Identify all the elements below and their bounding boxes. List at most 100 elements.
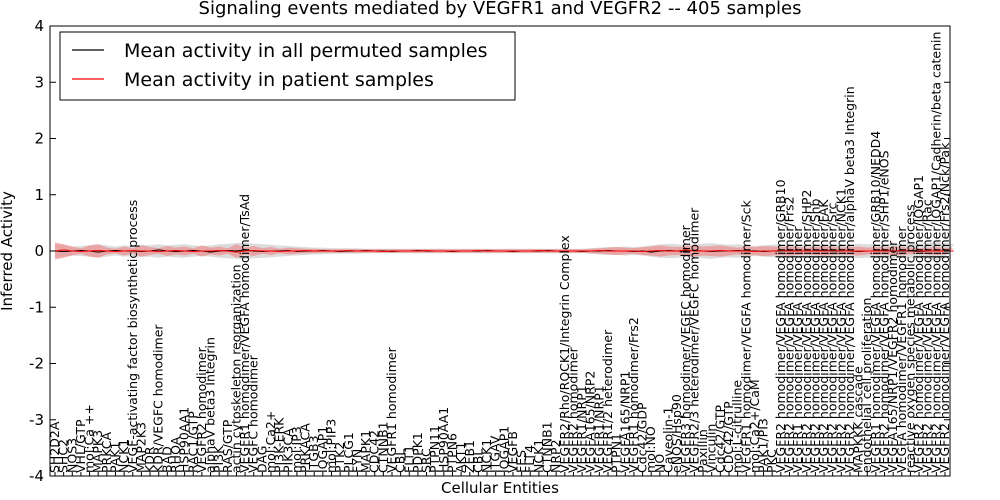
entity-label: VEGFR2/Rho/ROCK1/Integrin Complex <box>557 235 572 473</box>
entity-label: NO <box>652 454 667 473</box>
entity-label: NOS3 <box>64 438 79 473</box>
entity-label: Vinculin <box>704 424 719 473</box>
entity-label: PI3K-ERK <box>272 417 287 473</box>
entity-label: HSP90AA1 <box>436 407 451 473</box>
entity-label: VEGFR2 homodimer/VEGFA homodimer/SHP1/eN… <box>877 150 892 473</box>
chart-title: Signaling events mediated by VEGFR1 and … <box>199 0 802 19</box>
y-tick-label: -3 <box>29 411 44 429</box>
entity-label: PTK2 <box>332 442 347 473</box>
entity-label: VEGFA165/NRP1 <box>617 371 632 473</box>
entity-label: VEGFB <box>505 431 520 473</box>
entity-label: PKC <box>764 449 779 473</box>
entity-label: mol:NO <box>643 426 658 473</box>
entity-label: FLT4 <box>522 445 537 473</box>
entity-label: ITGAV <box>488 435 503 473</box>
entity-label: MAPKKK cascade <box>851 366 866 473</box>
entity-label: IQGAP1 <box>496 426 511 473</box>
entity-label: PRKACA <box>298 423 313 473</box>
entity-label: BAD <box>159 446 174 473</box>
entity-label: MAP2K3 <box>133 422 148 473</box>
entity-label: VEGFA homodimer/VEGFR1 homodimer <box>894 226 909 473</box>
entity-label: Caveolin-1 <box>661 407 676 473</box>
entity-label: eNOS/Hsp90 <box>669 394 684 473</box>
entity-label: PLCG1 <box>341 432 356 473</box>
legend-label-patient: Mean activity in patient samples <box>124 69 434 91</box>
entity-label: CDC42/GTP <box>721 401 736 473</box>
y-tick-label: -1 <box>29 298 44 316</box>
entity-label: mol:Ca2+/CaM <box>747 379 762 473</box>
entity-label: IQGAP1 <box>315 426 330 473</box>
y-tick-label: 2 <box>34 130 44 148</box>
entity-label: PRKCA <box>99 432 114 473</box>
entity-label: FLT1 <box>401 445 416 473</box>
entity-label: VEGFR2 homodimer/VEGFA homodimer/FAK <box>816 199 831 473</box>
entity-label: mol:IP3 <box>289 426 304 473</box>
entity-label: VEGFR1 homodimer/Frs2 <box>626 317 641 473</box>
entity-label: VEGFR2 homodimer/VEGFA homodimer/IQGAP1/… <box>928 32 943 473</box>
entity-label: CTNNB1 <box>375 421 390 473</box>
entity-label: VEGFR2 homodimer/VEGFA homodimer/GRB10 <box>773 179 788 473</box>
y-tick-label: 1 <box>34 186 44 204</box>
y-tick-label: 3 <box>34 73 44 91</box>
entity-label: reactive oxygen species metabolic proces… <box>902 204 917 473</box>
entity-label: VEGFR2 homodimer/VEGFA homodimer/SHP2 <box>799 189 814 473</box>
entity-label: ITGB3 <box>306 435 321 473</box>
y-tick-label: 4 <box>34 17 44 35</box>
entity-label: VEGFR2 homodimer/VEGFA homodimer/Src <box>825 203 840 473</box>
entity-label: VEGFR2 homodimer/VEGFA homodimer/Frs2 <box>781 196 796 473</box>
y-axis: 4 3 2 1 0 -1 -2 -3 -4 <box>29 17 950 485</box>
entity-label: VEGFR1 homodimer/VEGFA homodimer/Sck <box>738 200 753 473</box>
entity-label: endothelial cell proliferation <box>859 298 874 473</box>
entity-label: SHC2 <box>56 439 71 473</box>
entity-label: RHOA <box>168 436 183 473</box>
entity-label: VEGFR1/NRP1 <box>591 385 606 473</box>
entity-label: VEGFR2 homodimer/VEGFA homodimer/Frs2/Nc… <box>937 142 952 473</box>
entity-label: VEGFR1/NRP1 <box>574 385 589 473</box>
entity-label: VEGFR2 homodimer/VEGFA homodimer/IQGAP1 <box>911 175 926 473</box>
entity-label: NCK1 <box>531 439 546 473</box>
entity-label: VEGFA165/NRP2 <box>583 371 598 473</box>
entity-label: mol:L-citrulline <box>730 380 745 473</box>
entity-label: VEGFA165/NRP1/VEGFR2 homodimer <box>885 240 900 473</box>
entity-label: DAG <box>254 446 269 473</box>
entity-label: HSP90AA1 <box>177 407 192 473</box>
entity-label: AKT1 <box>453 442 468 473</box>
entity-label: VEGF-activating factor biosynthetic proc… <box>125 200 140 473</box>
entity-label: KDR/VEGFC homodimer <box>151 324 166 473</box>
entity-label: VEGFR1/2 heterodimer <box>600 329 615 473</box>
entity-label: PTPN6 <box>444 433 459 473</box>
entity-label: VEGFR1 homodimer <box>384 346 399 473</box>
entity-label: VEGFR2 homodimer/VEGFA homodimer/NCK1 <box>833 188 848 473</box>
legend: Mean activity in all permuted samples Me… <box>59 31 516 101</box>
entity-label: CBL <box>470 449 485 473</box>
entity-label: VEGFR2/3 heterodimer/VEGFC homodimer <box>686 207 701 473</box>
entity-label: mol:PIP3 <box>324 419 339 473</box>
entity-label: VEGFR1 homodimer/VEGFA homodimer <box>790 226 805 473</box>
y-tick-label: -4 <box>29 467 44 485</box>
entity-label: PTPN11 <box>427 425 442 473</box>
entity-label: Cdc42/GTP <box>712 404 727 473</box>
y-tick-label: -2 <box>29 355 44 373</box>
entity-label: PTPN1 <box>609 433 624 473</box>
entity-label: VEGFC homodimer <box>246 354 261 473</box>
entity-label: VEGFR3 homodimer/VEGFC homodimer <box>678 224 693 473</box>
entity-label: VHL/GTP <box>73 419 88 473</box>
entity-label: FYN <box>349 449 364 473</box>
entity-label: NCK1 <box>116 439 131 473</box>
patient-mean-line <box>54 249 954 253</box>
entity-label: VEGFR1 homodimer/VEGFA homodimer/GRB10/N… <box>868 131 883 473</box>
entity-label: SRC <box>419 448 434 473</box>
legend-label-permuted: Mean activity in all permuted samples <box>124 40 487 62</box>
entity-label: NRP2 <box>548 439 563 473</box>
entity-label: VEGFR2 homodimer/VEGFA homodimer/Rac <box>920 199 935 473</box>
entity-label: PIK3CA <box>280 428 295 473</box>
entity-label: alphaV beta3 Integrin <box>203 337 218 473</box>
entity-label: VEGFR2 homodimer <box>194 346 209 473</box>
y-axis-label: Inferred Activity <box>0 191 16 311</box>
entity-label: actin cytoskeleton reorganization <box>228 264 243 473</box>
entity-label: PI3K <box>211 445 226 473</box>
entity-label: KDR <box>142 446 157 473</box>
entity-label: CTNNB1 <box>540 421 555 473</box>
